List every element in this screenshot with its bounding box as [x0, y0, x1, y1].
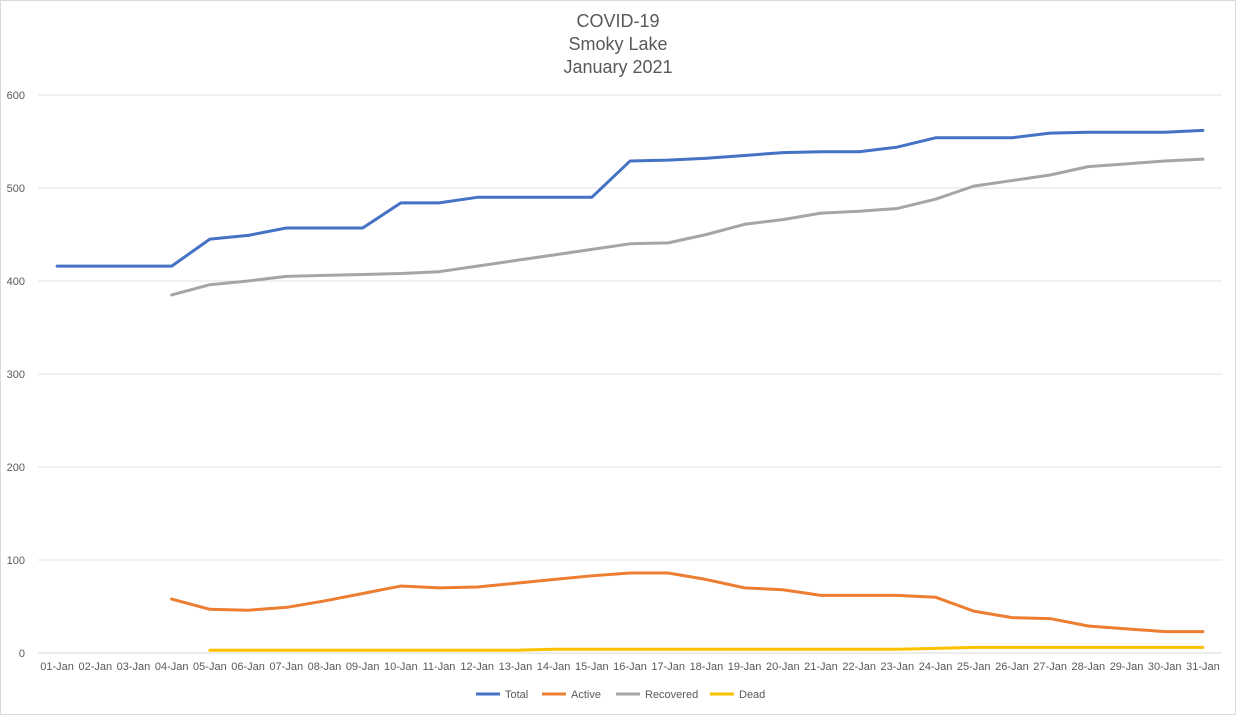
x-tick-label: 08-Jan — [308, 661, 342, 673]
y-tick-label: 600 — [7, 90, 25, 102]
x-tick-label: 16-Jan — [613, 661, 647, 673]
x-tick-label: 05-Jan — [193, 661, 227, 673]
series-line-recovered — [170, 157, 1205, 297]
x-tick-label: 17-Jan — [651, 661, 685, 673]
x-tick-label: 11-Jan — [423, 661, 456, 673]
y-tick-label: 500 — [7, 183, 25, 195]
x-tick-label: 18-Jan — [690, 661, 724, 673]
series-line-dead — [208, 645, 1205, 652]
x-tick-label: 12-Jan — [460, 661, 494, 673]
y-tick-label: 200 — [7, 462, 25, 474]
legend-label-dead: Dead — [739, 689, 765, 701]
x-tick-label: 27-Jan — [1033, 661, 1067, 673]
x-tick-label: 20-Jan — [766, 661, 800, 673]
series-line-total — [55, 128, 1205, 268]
x-tick-label: 15-Jan — [575, 661, 609, 673]
x-tick-label: 31-Jan — [1186, 661, 1220, 673]
x-tick-label: 06-Jan — [231, 661, 265, 673]
x-tick-label: 29-Jan — [1110, 661, 1144, 673]
x-tick-label: 02-Jan — [78, 661, 112, 673]
chart-title-line-1: COVID-19 — [576, 11, 660, 31]
x-tick-label: 25-Jan — [957, 661, 991, 673]
x-tick-label: 03-Jan — [117, 661, 151, 673]
x-tick-label: 13-Jan — [499, 661, 533, 673]
y-tick-label: 300 — [7, 369, 25, 381]
x-tick-label: 10-Jan — [384, 661, 418, 673]
x-tick-label: 14-Jan — [537, 661, 571, 673]
chart-title: COVID-19 Smoky Lake January 2021 — [0, 10, 1236, 79]
x-tick-label: 21-Jan — [804, 661, 838, 673]
legend-label-recovered: Recovered — [645, 689, 698, 701]
chart-title-line-2: Smoky Lake — [568, 34, 668, 54]
y-tick-label: 100 — [7, 555, 25, 567]
x-tick-label: 22-Jan — [842, 661, 876, 673]
legend-label-total: Total — [505, 689, 528, 701]
x-tick-label: 28-Jan — [1072, 661, 1106, 673]
x-tick-label: 01-Jan — [40, 661, 74, 673]
x-tick-label: 09-Jan — [346, 661, 380, 673]
chart-title-line-3: January 2021 — [563, 57, 673, 77]
x-tick-label: 24-Jan — [919, 661, 953, 673]
x-tick-label: 04-Jan — [155, 661, 189, 673]
y-tick-label: 400 — [7, 276, 25, 288]
y-tick-label: 0 — [19, 648, 25, 660]
x-tick-label: 23-Jan — [881, 661, 915, 673]
legend-label-active: Active — [571, 689, 601, 701]
series-line-active — [170, 571, 1205, 634]
x-tick-label: 19-Jan — [728, 661, 762, 673]
x-tick-label: 26-Jan — [995, 661, 1029, 673]
x-tick-label: 07-Jan — [269, 661, 303, 673]
x-tick-label: 30-Jan — [1148, 661, 1182, 673]
